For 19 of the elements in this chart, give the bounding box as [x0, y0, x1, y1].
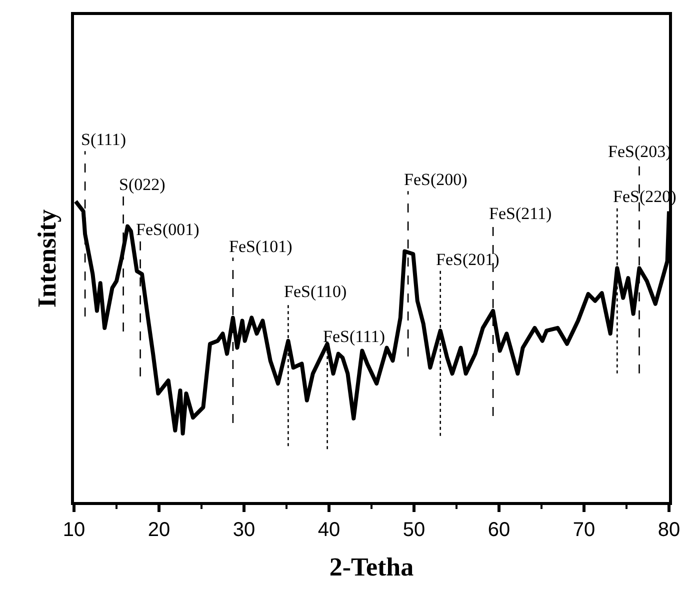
x-tick-label: 80 [658, 519, 680, 541]
ref-line-label: FeS(201) [436, 250, 500, 269]
ref-line-label: S(111) [81, 130, 126, 149]
ref-line-label: FeS(211) [489, 204, 552, 223]
ref-line-label: FeS(111) [323, 327, 386, 346]
ref-line-label: FeS(110) [284, 282, 347, 301]
ref-line-label: FeS(001) [136, 220, 200, 239]
x-tick-label: 10 [62, 519, 86, 541]
x-tick-label: 60 [488, 519, 510, 541]
x-tick-label: 40 [318, 519, 340, 541]
ref-line-label: S(022) [119, 175, 166, 194]
ref-line-label: FeS(200) [404, 170, 468, 189]
y-axis-title: Intensity [32, 209, 62, 308]
x-tick-label: 30 [232, 519, 256, 541]
x-tick-label: 70 [572, 519, 596, 541]
x-tick-label: 50 [402, 519, 426, 541]
x-axis-title: 2-Tetha [329, 552, 414, 582]
x-tick-label: 20 [148, 519, 170, 541]
ref-line-label: FeS(101) [229, 237, 292, 256]
